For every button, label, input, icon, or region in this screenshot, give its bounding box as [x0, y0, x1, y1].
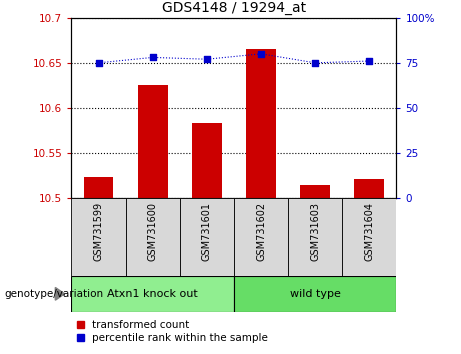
Text: GSM731603: GSM731603 — [310, 202, 320, 261]
Bar — [83, 177, 113, 198]
Bar — [342, 198, 396, 276]
Bar — [234, 276, 396, 312]
Bar — [138, 85, 168, 198]
Title: GDS4148 / 19294_at: GDS4148 / 19294_at — [162, 1, 306, 15]
Point — [203, 56, 211, 62]
Text: GSM731599: GSM731599 — [94, 202, 104, 261]
Bar — [192, 123, 222, 198]
Text: Atxn1 knock out: Atxn1 knock out — [107, 289, 198, 299]
Legend: transformed count, percentile rank within the sample: transformed count, percentile rank withi… — [77, 320, 268, 343]
Bar — [234, 198, 288, 276]
Bar — [125, 198, 180, 276]
Bar — [288, 198, 342, 276]
Bar — [355, 179, 384, 198]
Text: GSM731602: GSM731602 — [256, 202, 266, 261]
Point — [366, 58, 373, 64]
Bar — [246, 49, 276, 198]
Text: GSM731601: GSM731601 — [202, 202, 212, 261]
Bar — [71, 276, 234, 312]
Bar — [300, 185, 330, 198]
Text: GSM731600: GSM731600 — [148, 202, 158, 261]
Text: wild type: wild type — [290, 289, 341, 299]
Bar — [180, 198, 234, 276]
Text: genotype/variation: genotype/variation — [5, 289, 104, 299]
Point — [149, 55, 156, 60]
Point — [95, 60, 102, 66]
Point — [257, 51, 265, 57]
Text: GSM731604: GSM731604 — [364, 202, 374, 261]
Bar — [71, 198, 125, 276]
Point — [312, 60, 319, 66]
